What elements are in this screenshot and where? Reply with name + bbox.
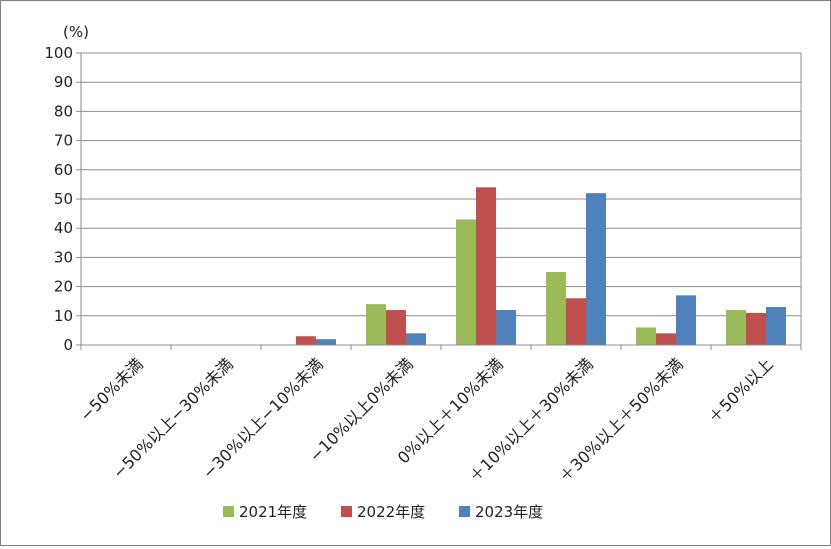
bar [386, 309, 406, 345]
bar [406, 333, 426, 345]
legend-swatch [341, 506, 352, 517]
bars [296, 187, 786, 345]
x-tick-label: −50%未満 [76, 354, 147, 425]
axes [76, 52, 802, 350]
y-tick-label: 50 [54, 190, 73, 208]
y-tick-label: 30 [54, 248, 73, 266]
legend-label: 2021年度 [239, 503, 307, 521]
bar [726, 309, 746, 345]
bar [546, 272, 566, 345]
legend-swatch [223, 506, 234, 517]
y-tick-label: 40 [54, 219, 73, 237]
bar [746, 312, 766, 345]
legend: 2021年度 2022年度 2023年度 [223, 503, 543, 521]
gridlines [81, 52, 801, 346]
y-tick-label: 70 [54, 132, 73, 150]
y-axis-unit-label: (%) [63, 23, 89, 41]
legend-swatch [459, 506, 470, 517]
bar [456, 219, 476, 345]
bar [296, 336, 316, 345]
y-tick-labels: 0 10 20 30 40 50 60 70 80 90 100 [44, 44, 73, 354]
bar [586, 193, 606, 345]
bar [476, 187, 496, 345]
y-tick-label: 60 [54, 161, 73, 179]
bar [566, 298, 586, 345]
bar [366, 304, 386, 345]
bar [316, 339, 336, 345]
bar [766, 307, 786, 345]
bar [636, 327, 656, 345]
x-tick-labels: −50%未満−50%以上−30%未満−30%以上−10%未満−10%以上0%未満… [76, 354, 777, 486]
legend-label: 2023年度 [475, 503, 543, 521]
y-tick-label: 0 [63, 336, 73, 354]
bar [656, 333, 676, 345]
bar [676, 295, 696, 345]
y-tick-label: 20 [54, 278, 73, 296]
bar [496, 309, 516, 345]
x-tick-label: ＋50%以上 [704, 354, 777, 427]
y-tick-label: 80 [54, 102, 73, 120]
y-tick-label: 100 [44, 44, 73, 62]
y-tick-label: 10 [54, 307, 73, 325]
legend-label: 2022年度 [357, 503, 425, 521]
y-tick-label: 90 [54, 73, 73, 91]
